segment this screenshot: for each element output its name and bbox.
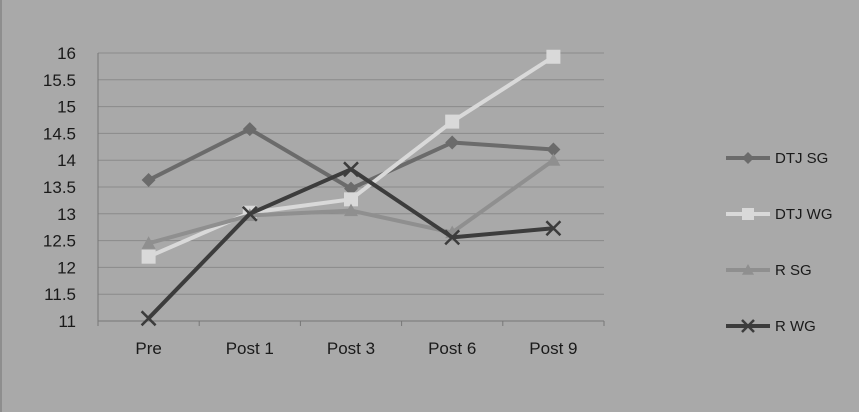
- series-r-wg: [140, 161, 562, 327]
- data-point: [141, 236, 156, 249]
- legend-marker: [741, 319, 755, 333]
- legend-item: R WG: [726, 318, 816, 335]
- series-dtj-sg: [141, 122, 561, 196]
- y-tick-label: 16: [57, 44, 76, 63]
- legend-item: DTJ WG: [726, 206, 833, 223]
- data-point: [241, 205, 258, 222]
- data-point: [545, 220, 562, 237]
- y-tick-label: 12: [57, 258, 76, 277]
- legend-label: DTJ WG: [775, 206, 833, 223]
- y-tick-label: 13: [57, 205, 76, 224]
- legend-label: R SG: [775, 262, 812, 279]
- data-point: [344, 181, 358, 196]
- series-layer: [140, 49, 562, 327]
- x-tick-label: Post 3: [327, 339, 375, 358]
- legend-label: R WG: [775, 318, 816, 335]
- legend-marker: [742, 152, 754, 164]
- legend-item: DTJ SG: [726, 150, 828, 167]
- y-tick-label: 15.5: [43, 71, 76, 90]
- x-tick-label: Pre: [135, 339, 161, 358]
- data-point: [444, 229, 461, 246]
- data-point: [343, 161, 359, 178]
- series-dtj-wg: [141, 49, 561, 264]
- y-tick-label: 14: [57, 151, 76, 170]
- legend: DTJ SG DTJ WG R SG R WG: [726, 150, 833, 335]
- y-tick-label: 13.5: [43, 178, 76, 197]
- data-point: [242, 122, 257, 137]
- x-tick-label: Post 6: [428, 339, 476, 358]
- y-tick-label: 12.5: [43, 232, 76, 251]
- y-tick-label: 14.5: [43, 124, 76, 143]
- data-point: [445, 135, 460, 150]
- legend-marker: [742, 264, 754, 275]
- y-tick-label: 11: [58, 312, 76, 331]
- y-tick-label: 11.5: [44, 285, 76, 304]
- data-point: [546, 142, 561, 157]
- axes: 11 11.5 12 12.5 13 13.5 14 14.5 15 15.5 16 Pre Post …: [43, 44, 605, 358]
- x-tick-label: Post 9: [529, 339, 577, 358]
- legend-marker: [742, 208, 754, 220]
- data-point: [546, 153, 561, 166]
- legend-label: DTJ SG: [775, 150, 828, 167]
- data-point: [141, 249, 156, 264]
- data-point: [445, 114, 460, 129]
- data-point: [344, 192, 358, 207]
- x-tick-label: Post 1: [226, 339, 274, 358]
- data-point: [546, 49, 561, 64]
- series-line: [147, 127, 554, 191]
- data-point: [344, 203, 358, 217]
- data-point: [141, 173, 156, 188]
- data-point: [140, 310, 157, 327]
- legend-item: R SG: [726, 262, 812, 279]
- y-tick-label: 15: [57, 98, 76, 117]
